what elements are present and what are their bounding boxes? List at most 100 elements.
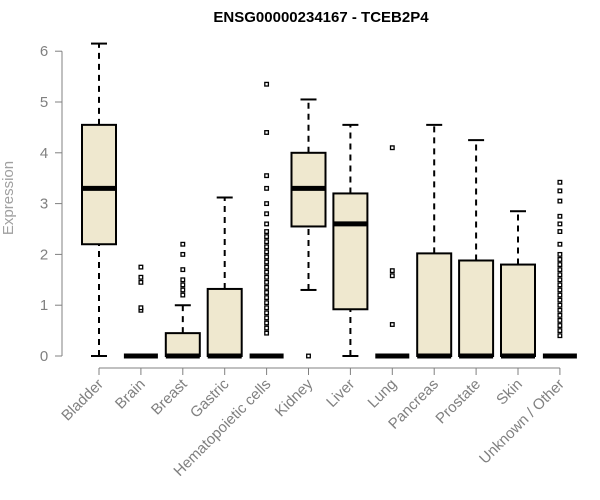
outlier-point <box>557 229 563 234</box>
outlier-point <box>138 279 144 285</box>
outlier-point <box>138 264 144 270</box>
outlier-point <box>557 262 563 268</box>
outlier-point <box>264 295 270 301</box>
outlier-point <box>138 274 144 280</box>
outlier-point <box>264 173 270 179</box>
outlier-point <box>557 213 563 219</box>
x-tick-label: Liver <box>323 376 358 411</box>
outlier-point <box>557 277 563 283</box>
outlier-point <box>557 317 563 323</box>
y-tick-label: 5 <box>40 94 48 111</box>
box-bladder <box>81 42 117 357</box>
outlier-point <box>557 188 563 194</box>
outlier-point <box>264 244 270 250</box>
outlier-point <box>264 279 270 285</box>
outlier-point <box>264 269 270 275</box>
outlier-point <box>306 353 311 359</box>
outlier-point <box>264 315 270 321</box>
outlier-point <box>264 201 270 207</box>
outlier-point <box>557 292 563 298</box>
box-unknown-other <box>542 179 577 359</box>
boxes-group <box>81 42 577 359</box>
box-gastric <box>206 196 243 359</box>
x-tick-label: Breast <box>148 375 191 418</box>
box-body <box>206 287 243 357</box>
box-skin <box>500 210 536 359</box>
outlier-point <box>264 274 270 280</box>
x-tick-label: Prostate <box>432 376 484 428</box>
outlier-point <box>180 267 186 273</box>
outlier-point <box>180 277 186 283</box>
outlier-point <box>264 81 270 87</box>
outlier-point <box>557 323 563 328</box>
box-body <box>81 123 117 246</box>
outlier-point <box>264 211 270 217</box>
outlier-point <box>264 330 270 336</box>
outlier-point <box>180 287 186 293</box>
outlier-point <box>557 179 563 185</box>
box-body <box>416 252 453 357</box>
box-prostate <box>458 139 495 359</box>
box-body <box>500 263 536 357</box>
y-tick-label: 0 <box>40 348 48 365</box>
outlier-point <box>557 312 563 318</box>
outlier-point <box>264 254 270 260</box>
outlier-point <box>557 328 563 334</box>
outlier-point <box>557 257 563 262</box>
box-lung <box>375 145 410 359</box>
outlier-point <box>264 284 270 290</box>
outlier-point <box>557 241 563 247</box>
x-tick-label: Skin <box>493 376 526 409</box>
box-body <box>332 192 369 311</box>
y-tick-label: 3 <box>40 196 48 213</box>
y-axis-label: Expression <box>0 161 17 235</box>
outlier-point <box>557 297 563 303</box>
outlier-point <box>264 290 270 295</box>
outlier-point <box>264 234 270 240</box>
outlier-point <box>264 264 270 270</box>
box-body <box>164 332 201 358</box>
outlier-point <box>557 333 563 339</box>
x-tick-label: Lung <box>365 376 401 412</box>
outlier-point <box>557 221 563 227</box>
y-tick-label: 6 <box>40 43 48 60</box>
outlier-point <box>264 249 270 255</box>
box-kidney <box>290 98 327 359</box>
outlier-point <box>557 282 563 288</box>
outlier-point <box>264 185 270 191</box>
box-brain <box>123 264 158 359</box>
outlier-point <box>557 307 563 313</box>
outlier-point <box>557 251 563 257</box>
outlier-point <box>557 302 563 308</box>
outlier-point <box>264 305 270 311</box>
box-body <box>458 259 495 357</box>
outlier-point <box>180 282 186 288</box>
x-tick-label: Brain <box>112 376 149 413</box>
y-tick-label: 2 <box>40 246 48 263</box>
outlier-point <box>138 305 144 311</box>
x-tick-label: Kidney <box>272 375 317 420</box>
outlier-point <box>557 267 563 273</box>
outlier-point <box>557 272 563 278</box>
outlier-point <box>264 229 270 234</box>
outlier-point <box>180 292 186 298</box>
outlier-point <box>557 287 563 293</box>
y-tick-label: 4 <box>40 145 48 162</box>
outlier-point <box>264 300 270 306</box>
outlier-point <box>264 130 270 135</box>
box-hematopoietic-cells <box>249 81 284 359</box>
outlier-point <box>389 322 395 327</box>
outlier-point <box>264 259 270 265</box>
box-liver <box>332 123 369 357</box>
box-breast <box>164 241 201 359</box>
box-pancreas <box>416 123 453 359</box>
y-tick-label: 1 <box>40 297 48 314</box>
outlier-point <box>389 268 395 274</box>
chart-title: ENSG00000234167 - TCEB2P4 <box>213 9 429 26</box>
outlier-point <box>264 320 270 326</box>
x-tick-label: Bladder <box>58 376 107 425</box>
outlier-point <box>389 273 395 279</box>
outlier-point <box>264 325 270 331</box>
